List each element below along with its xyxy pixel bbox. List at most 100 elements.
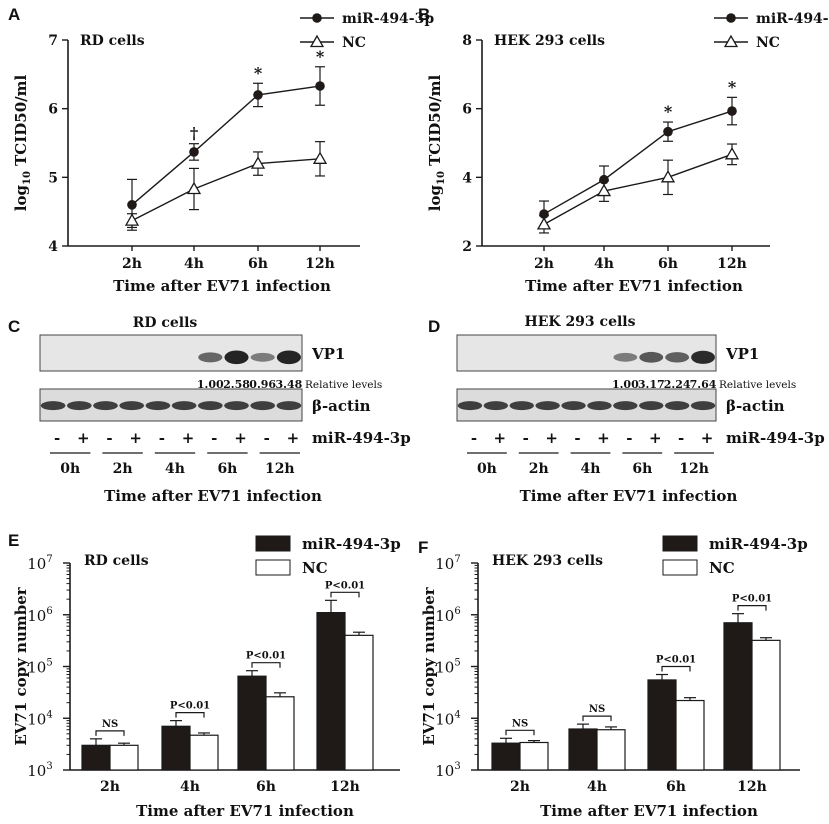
actin-band <box>639 401 664 411</box>
band-label-vp1: VP1 <box>311 345 345 363</box>
panel-e-bar-chart: 103 104 105 106 107 EV71 copy number RD cells 2… <box>12 535 401 820</box>
time-label: 6h <box>632 461 652 477</box>
y-tick-label: 104 <box>27 709 52 728</box>
panel-label-f: F <box>418 538 428 557</box>
legend-marker-circle <box>312 13 322 23</box>
time-label: 2h <box>113 461 133 477</box>
bar-nc <box>675 699 705 771</box>
data-point-circle <box>315 81 325 91</box>
y-tick-label: 5 <box>48 170 58 186</box>
relative-level-value: 3.48 <box>276 378 303 391</box>
significance-mark: * <box>316 47 325 66</box>
legend-swatch-nc <box>662 559 698 576</box>
x-tick-label: 6h <box>248 256 268 272</box>
panel-c-western-blot: RD cells VP1 1.00 2.58 0.96 3.48 Relative leve… <box>39 315 411 505</box>
actin-band <box>587 401 612 411</box>
treatment-sign: + <box>701 429 714 447</box>
bar-mir <box>568 728 598 771</box>
treatment-sign: + <box>129 429 142 447</box>
x-tick-label: 12h <box>330 779 360 795</box>
data-point-circle <box>663 126 673 137</box>
x-tick-label: 4h <box>184 256 204 272</box>
legend-swatch-mir <box>255 535 291 552</box>
legend-marker-circle <box>726 13 736 23</box>
data-point-triangle <box>250 156 266 169</box>
treatment-sign: - <box>159 429 165 447</box>
treatment-sign: + <box>597 429 610 447</box>
data-point-triangle <box>312 151 328 164</box>
bar-nc <box>265 696 295 771</box>
y-tick-label: 103 <box>435 761 460 780</box>
significance-mark: * <box>728 77 737 96</box>
data-point-triangle <box>596 183 612 197</box>
vp1-band <box>276 350 301 365</box>
x-axis-title: Time after EV71 infection <box>540 802 758 820</box>
actin-band <box>40 401 66 411</box>
y-tick-label: 6 <box>48 102 58 118</box>
relative-level-value: 3.17 <box>638 378 665 391</box>
significance-label: P<0.01 <box>170 701 210 712</box>
treatment-sign: - <box>471 429 477 447</box>
bar-mir <box>723 622 753 771</box>
y-tick-label: 4 <box>462 170 472 186</box>
y-tick-label: 103 <box>27 761 52 780</box>
bar-nc <box>109 744 139 771</box>
x-tick-label: 12h <box>305 256 335 272</box>
time-label: 2h <box>529 461 549 477</box>
significance-bracket <box>251 662 281 668</box>
time-label: 4h <box>165 461 185 477</box>
band-label-actin: β-actin <box>312 397 371 415</box>
y-tick-label: 106 <box>27 606 52 625</box>
treatment-label: miR-494-3p <box>726 429 825 447</box>
actin-band <box>224 401 249 411</box>
y-tick-label: 4 <box>48 239 58 255</box>
significance-bracket <box>95 730 125 736</box>
significance-label: P<0.01 <box>656 655 696 666</box>
treatment-sign: - <box>678 429 684 447</box>
data-point-circle <box>127 200 137 210</box>
x-axis-title: Time after EV71 infection <box>113 277 331 295</box>
significance-label: NS <box>589 704 605 715</box>
x-tick-label: 12h <box>717 256 747 272</box>
legend-swatch-mir <box>662 535 698 552</box>
significance-label: P<0.01 <box>246 651 286 662</box>
blot-x-title: Time after EV71 infection <box>520 487 738 505</box>
significance-bracket <box>175 712 205 718</box>
y-tick-label: 6 <box>462 102 472 118</box>
series-line-mir <box>543 110 733 215</box>
data-point-triangle <box>724 147 740 160</box>
bar-mir <box>161 725 191 771</box>
legend-label: NC <box>709 559 735 577</box>
treatment-sign: + <box>287 429 300 447</box>
data-point-circle <box>189 147 199 157</box>
data-point-circle <box>539 209 549 219</box>
y-tick-label: 105 <box>27 658 52 677</box>
bar-nc <box>344 634 374 771</box>
significance-bracket <box>582 715 612 722</box>
y-tick-label: 107 <box>27 554 52 573</box>
legend-marker-triangle <box>309 34 325 48</box>
actin-band <box>276 401 302 411</box>
treatment-sign: - <box>523 429 529 447</box>
band-label-actin: β-actin <box>726 397 785 415</box>
actin-band <box>197 401 223 411</box>
blot-title: HEK 293 cells <box>525 314 636 330</box>
treatment-sign: + <box>77 429 90 447</box>
vp1-band <box>613 352 638 362</box>
x-tick-label: 12h <box>737 779 767 795</box>
y-axis-title: EV71 copy number <box>420 586 438 745</box>
bar-nc <box>751 639 781 771</box>
treatment-sign: - <box>54 429 60 447</box>
series-line-mir <box>131 85 321 206</box>
actin-band <box>457 401 483 411</box>
panel-f-bar-chart: 103 104 105 106 107 EV71 copy number HEK 293 c… <box>420 535 808 820</box>
y-tick-label: 8 <box>462 33 472 49</box>
x-tick-label: 4h <box>180 779 200 795</box>
time-label: 12h <box>265 461 295 477</box>
actin-band <box>690 401 716 411</box>
treatment-sign: - <box>626 429 632 447</box>
legend-label: miR-494-3p <box>302 535 401 553</box>
panel-label-e: E <box>8 531 19 550</box>
